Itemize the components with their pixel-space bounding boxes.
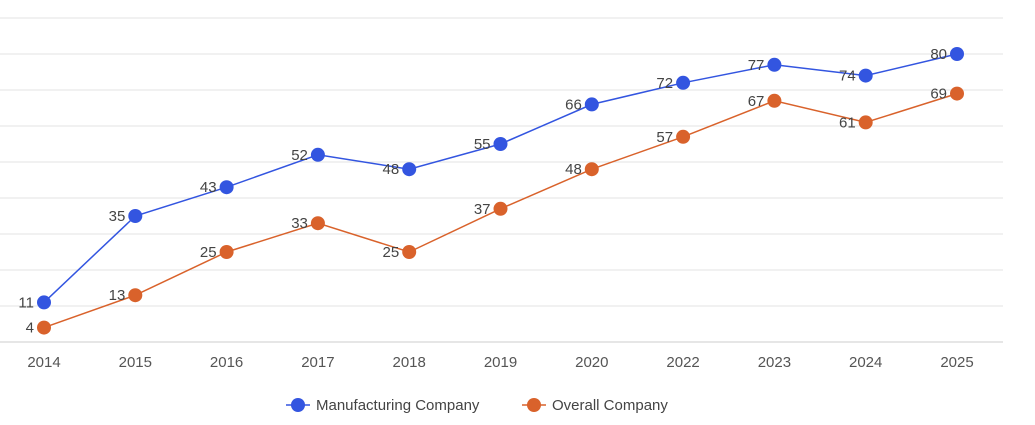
data-point[interactable] — [676, 75, 691, 90]
data-label: 80 — [930, 46, 947, 63]
data-label: 48 — [565, 161, 582, 178]
data-label: 55 — [474, 136, 491, 153]
data-label: 4 — [26, 320, 34, 337]
data-label: 25 — [200, 244, 217, 261]
data-label: 37 — [474, 201, 491, 218]
data-label: 74 — [839, 68, 856, 85]
data-point[interactable] — [128, 209, 143, 223]
x-tick-label: 2025 — [940, 354, 973, 371]
x-tick-label: 2019 — [484, 354, 517, 371]
legend-item-overall[interactable]: Overall Company — [522, 397, 668, 414]
grid-lines — [0, 17, 1003, 343]
data-point[interactable] — [950, 86, 964, 101]
legend-item-manufacturing[interactable]: Manufacturing Company — [286, 397, 480, 414]
data-point[interactable] — [767, 57, 782, 72]
x-tick-label: 2023 — [758, 354, 791, 371]
data-label: 67 — [748, 93, 765, 110]
data-point[interactable] — [128, 288, 143, 303]
data-point[interactable] — [584, 162, 599, 177]
data-point[interactable] — [310, 216, 325, 231]
data-label: 43 — [200, 179, 217, 196]
data-label: 13 — [109, 287, 126, 304]
data-label: 57 — [656, 129, 673, 146]
legend-label: Manufacturing Company — [316, 397, 480, 414]
x-tick-label: 2016 — [210, 354, 243, 371]
x-tick-label: 2015 — [119, 354, 152, 371]
legend-marker-icon — [291, 398, 305, 412]
data-label: 72 — [656, 75, 673, 92]
data-point[interactable] — [584, 97, 599, 112]
data-point[interactable] — [219, 180, 234, 195]
x-tick-label: 2022 — [666, 354, 699, 371]
x-axis: 2014 2015 2016 2017 2018 2019 2020 2022 2023 2024… — [27, 354, 973, 371]
data-label: 33 — [291, 215, 308, 232]
data-point[interactable] — [676, 129, 691, 144]
data-label: 66 — [565, 96, 582, 113]
data-point[interactable] — [858, 115, 873, 130]
data-point[interactable] — [219, 245, 234, 259]
data-point[interactable] — [767, 93, 782, 108]
data-label: 35 — [109, 208, 126, 225]
data-labels: 11 35 43 52 48 55 66 72 77 74 80 4 13 25 33 25 37 48 57 67 6… — [18, 46, 947, 337]
data-point[interactable] — [858, 68, 873, 83]
data-point[interactable] — [402, 162, 417, 177]
data-label: 77 — [748, 57, 765, 74]
x-tick-label: 2020 — [575, 354, 608, 371]
data-label: 11 — [18, 294, 34, 311]
data-point[interactable] — [493, 137, 508, 151]
series-line-manufacturing — [43, 53, 958, 303]
data-point[interactable] — [37, 320, 51, 335]
x-tick-label: 2024 — [849, 354, 882, 371]
data-label: 52 — [291, 147, 308, 164]
series-area — [37, 47, 964, 335]
data-point[interactable] — [493, 201, 508, 216]
x-tick-label: 2014 — [27, 354, 60, 371]
data-label: 69 — [930, 86, 947, 103]
data-point[interactable] — [950, 47, 964, 61]
data-point[interactable] — [310, 147, 325, 162]
data-point[interactable] — [37, 295, 51, 310]
legend[interactable]: Manufacturing Company Overall Company — [286, 397, 668, 414]
x-tick-label: 2017 — [301, 354, 334, 371]
data-point[interactable] — [402, 245, 417, 259]
legend-label: Overall Company — [552, 397, 668, 414]
data-label: 48 — [383, 161, 400, 178]
data-label: 61 — [839, 114, 856, 131]
x-tick-label: 2018 — [393, 354, 426, 371]
legend-marker-icon — [527, 398, 541, 412]
data-label: 25 — [383, 244, 400, 261]
